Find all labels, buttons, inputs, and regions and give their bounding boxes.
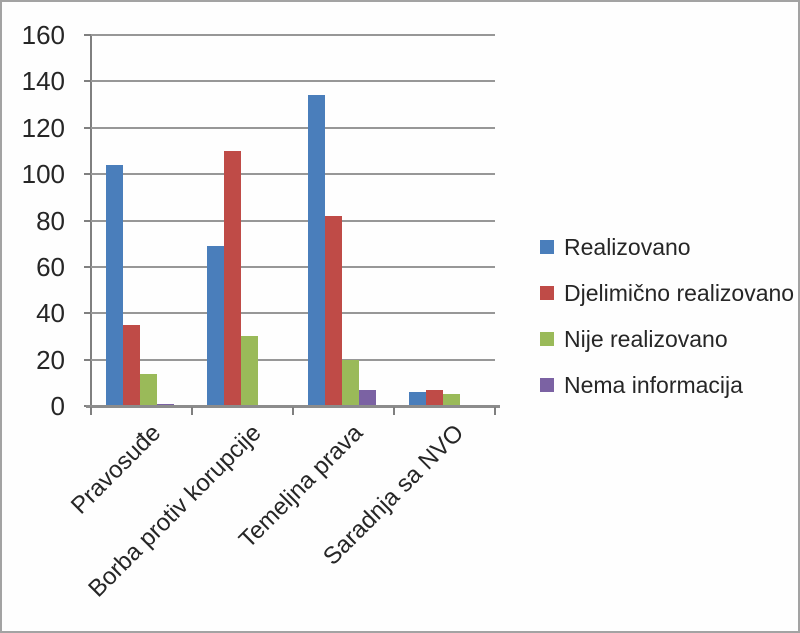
bar — [224, 150, 241, 406]
y-tick-label: 40 — [36, 298, 65, 329]
gridline — [91, 173, 495, 176]
y-tick-label: 100 — [21, 159, 65, 190]
bar — [342, 359, 359, 406]
bar — [241, 336, 258, 406]
bar — [443, 394, 460, 406]
gridline — [91, 265, 495, 268]
bar — [207, 246, 224, 406]
x-axis-tick — [494, 407, 496, 415]
bar — [426, 389, 443, 406]
y-tick-label: 20 — [36, 344, 65, 375]
bar — [308, 95, 325, 406]
x-axis-line — [86, 405, 500, 408]
bar — [157, 403, 174, 406]
x-axis-tick — [191, 407, 193, 415]
legend-swatch — [540, 286, 554, 300]
category-label: Borba protiv korupcije — [83, 419, 267, 603]
legend-swatch — [540, 332, 554, 346]
y-tick-label: 160 — [21, 20, 65, 50]
bar — [409, 392, 426, 406]
plot-area — [91, 34, 495, 406]
category-label: Pravosuđe — [65, 419, 166, 520]
y-tick-label: 0 — [50, 391, 65, 421]
legend-item: Nije realizovano — [540, 325, 794, 353]
gridline — [91, 358, 495, 361]
legend: Realizovano Djelimično realizovano Nije re… — [540, 233, 794, 417]
x-axis-tick — [90, 407, 92, 415]
legend-swatch — [540, 378, 554, 392]
legend-item: Djelimično realizovano — [540, 279, 794, 307]
bar — [359, 389, 376, 406]
gridline — [91, 34, 495, 36]
bar — [140, 373, 157, 406]
gridline — [91, 312, 495, 315]
legend-label: Realizovano — [564, 233, 691, 260]
y-tick-label: 80 — [36, 205, 65, 236]
legend-label: Nije realizovano — [564, 325, 728, 352]
y-tick-label: 60 — [36, 251, 65, 282]
legend-item: Realizovano — [540, 233, 794, 261]
legend-item: Nema informacija — [540, 371, 794, 399]
gridline — [91, 219, 495, 222]
legend-label: Nema informacija — [564, 371, 743, 398]
y-tick-label: 120 — [21, 112, 65, 143]
legend-swatch — [540, 240, 554, 254]
bar — [123, 324, 140, 406]
x-axis-tick — [393, 407, 395, 415]
bar — [106, 164, 123, 406]
gridline — [91, 80, 495, 83]
y-tick-label: 140 — [21, 66, 65, 97]
gridline — [91, 126, 495, 129]
legend-label: Djelimično realizovano — [564, 279, 795, 306]
bar — [325, 215, 342, 406]
x-axis-tick — [292, 407, 294, 415]
